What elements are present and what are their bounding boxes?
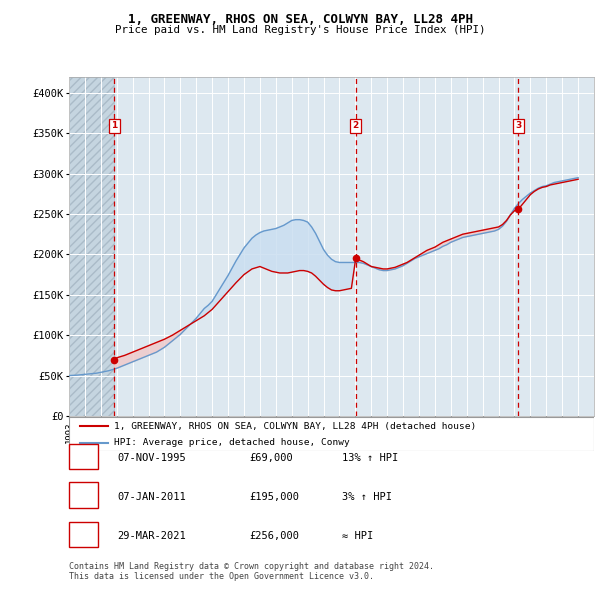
Text: 13% ↑ HPI: 13% ↑ HPI — [342, 453, 398, 463]
Text: £256,000: £256,000 — [249, 531, 299, 541]
Text: HPI: Average price, detached house, Conwy: HPI: Average price, detached house, Conw… — [113, 438, 349, 447]
Text: 1: 1 — [80, 453, 86, 463]
Text: 3: 3 — [80, 531, 86, 541]
Text: 07-JAN-2011: 07-JAN-2011 — [117, 491, 186, 502]
Text: 1, GREENWAY, RHOS ON SEA, COLWYN BAY, LL28 4PH (detached house): 1, GREENWAY, RHOS ON SEA, COLWYN BAY, LL… — [113, 422, 476, 431]
Text: 29-MAR-2021: 29-MAR-2021 — [117, 531, 186, 541]
Text: 2: 2 — [353, 122, 359, 130]
Text: 1, GREENWAY, RHOS ON SEA, COLWYN BAY, LL28 4PH: 1, GREENWAY, RHOS ON SEA, COLWYN BAY, LL… — [128, 13, 473, 26]
Text: £69,000: £69,000 — [249, 453, 293, 463]
Text: 3% ↑ HPI: 3% ↑ HPI — [342, 491, 392, 502]
Text: £195,000: £195,000 — [249, 491, 299, 502]
FancyBboxPatch shape — [69, 417, 594, 451]
Text: 07-NOV-1995: 07-NOV-1995 — [117, 453, 186, 463]
Text: 2: 2 — [80, 491, 86, 502]
Bar — [69, 77, 115, 416]
Text: Contains HM Land Registry data © Crown copyright and database right 2024.
This d: Contains HM Land Registry data © Crown c… — [69, 562, 434, 581]
Text: ≈ HPI: ≈ HPI — [342, 531, 373, 541]
Text: 3: 3 — [515, 122, 521, 130]
Text: Price paid vs. HM Land Registry's House Price Index (HPI): Price paid vs. HM Land Registry's House … — [115, 25, 485, 35]
Text: 1: 1 — [111, 122, 118, 130]
